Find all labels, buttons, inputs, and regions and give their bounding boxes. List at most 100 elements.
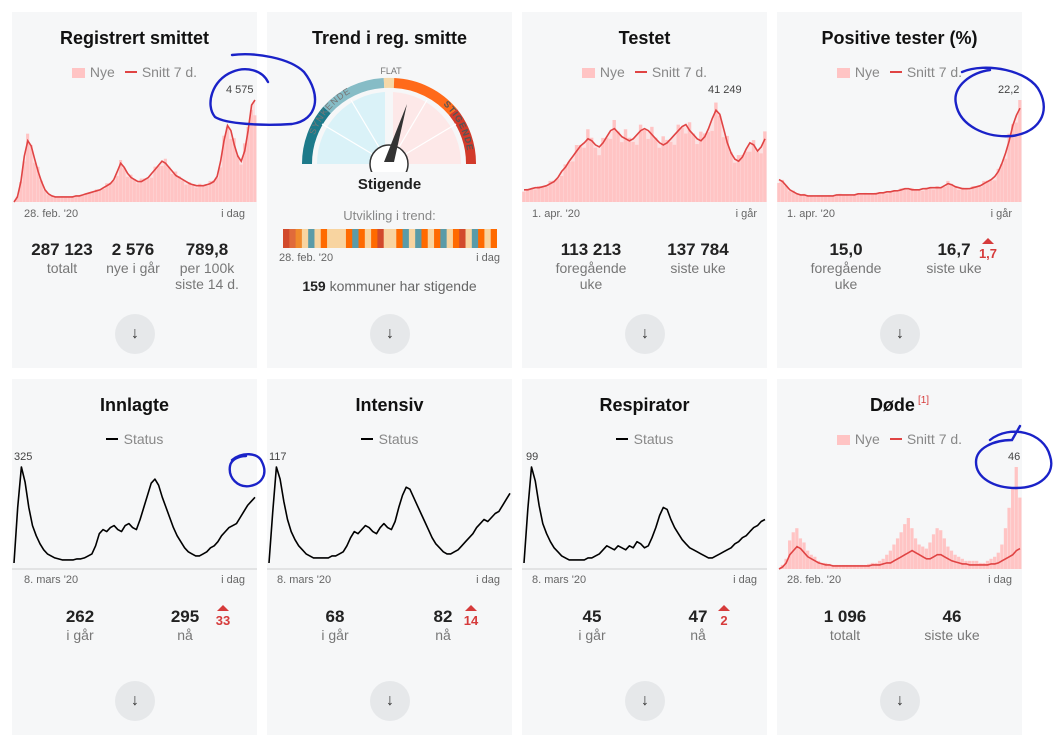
chart-bar (849, 195, 853, 202)
chart-positive (777, 100, 1022, 202)
chart-bar (571, 161, 575, 202)
chart-bar (208, 180, 212, 202)
axis-start-label: 8. mars '20 (532, 574, 587, 586)
trend-segment (390, 229, 397, 248)
chart-bar (721, 137, 726, 202)
chart-bar (105, 183, 109, 202)
chart-bar (953, 187, 957, 202)
chart-bar (246, 127, 250, 202)
expand-button[interactable]: ↓ (880, 681, 920, 721)
expand-button[interactable]: ↓ (115, 681, 155, 721)
chart-bar (791, 190, 795, 202)
chart-bar (892, 190, 896, 202)
legend-new: Nye (599, 64, 625, 80)
chart-bar (19, 181, 23, 202)
chart-bar (170, 173, 174, 202)
chart-bar (870, 194, 874, 202)
chart-bar (989, 180, 993, 202)
chart-bar (751, 140, 756, 202)
chart-bar (852, 564, 857, 569)
chart-bar (91, 192, 95, 202)
chart-bar (680, 127, 684, 202)
axis-start-label: 28. feb. '20 (279, 252, 334, 264)
chart-status-line (13, 466, 256, 564)
chart-bar (809, 196, 813, 202)
chart-bar (39, 180, 43, 202)
chart-bar (759, 153, 763, 202)
trend-segment (452, 229, 460, 248)
chart-bar (1011, 487, 1015, 569)
chart-bar (725, 135, 729, 202)
stat-last-week: 46 siste uke (917, 607, 987, 643)
chart-bar (982, 562, 986, 569)
expand-button[interactable]: ↓ (625, 314, 665, 354)
expand-button[interactable]: ↓ (625, 681, 665, 721)
expand-button[interactable]: ↓ (370, 681, 410, 721)
footnote-link[interactable]: [1] (917, 395, 930, 406)
chart-bar (657, 147, 662, 202)
card-title: Registrert smittet (59, 28, 210, 48)
chart-bar (661, 136, 665, 202)
chart-bar (1014, 467, 1018, 569)
chart-bar (809, 554, 813, 569)
trend-segment (283, 229, 290, 248)
chart-bar (917, 544, 921, 569)
chart-bar (827, 563, 831, 569)
delta-up: 2 (709, 605, 739, 628)
card-title: Positive tester (%) (821, 28, 978, 48)
trend-segment (490, 229, 497, 248)
chart-bar (849, 564, 853, 569)
chart-bar (669, 141, 673, 202)
card-title: Trend i reg. smitte (311, 28, 468, 48)
gauge-band-strong-down (301, 106, 331, 165)
chart-legend: Nye Snitt 7 d. (777, 64, 1022, 80)
arrow-down-icon: ↓ (386, 325, 394, 342)
chart-bar (537, 186, 541, 202)
chart-legend: Nye Snitt 7 d. (522, 64, 767, 80)
chart-bar (642, 129, 647, 202)
chart-bar (122, 167, 126, 202)
chart-bar (982, 180, 986, 202)
axis-start-label: 8. mars '20 (277, 574, 332, 586)
chart-bar (888, 550, 892, 569)
stat-value: 137 784 (667, 240, 729, 259)
trend-segment (364, 229, 372, 248)
chart-bar (899, 532, 903, 569)
expand-button[interactable]: ↓ (370, 314, 410, 354)
chart-bar (691, 133, 696, 202)
chart-bar (1007, 133, 1011, 202)
trend-segment (308, 229, 315, 248)
chart-bar (798, 538, 803, 569)
trend-segment (345, 229, 353, 248)
chart-bar (895, 538, 900, 569)
trend-segment (358, 229, 366, 248)
chart-bar (604, 137, 609, 202)
trend-segment (471, 229, 479, 248)
chart-bar (1018, 497, 1022, 569)
chart-bar (676, 124, 680, 202)
chart-bar (218, 167, 222, 202)
chart-bar (540, 186, 545, 202)
axis-start-label: 1. apr. '20 (787, 208, 835, 220)
chart-bar (813, 556, 817, 569)
trend-segment (371, 229, 378, 248)
trend-segment (295, 229, 303, 248)
trend-segment (352, 229, 360, 248)
chart-testet (522, 102, 767, 202)
gauge-up-fill (393, 92, 462, 164)
chart-bar (36, 166, 40, 202)
chart-bar (802, 542, 806, 569)
chart-bar (788, 191, 792, 202)
chart-bar (46, 195, 50, 202)
chart-bar (996, 168, 1000, 202)
expand-button[interactable]: ↓ (880, 314, 920, 354)
card-title: Intensiv (355, 395, 424, 415)
triangle-up-icon (982, 238, 994, 244)
chart-bar (816, 560, 821, 569)
arrow-down-icon: ↓ (386, 692, 394, 709)
expand-button[interactable]: ↓ (115, 314, 155, 354)
chart-bar (806, 195, 810, 202)
trend-gauge: SYNKENDE STIGENDE FLAT (301, 66, 477, 172)
chart-bar (646, 138, 650, 202)
chart-bar (578, 144, 583, 202)
